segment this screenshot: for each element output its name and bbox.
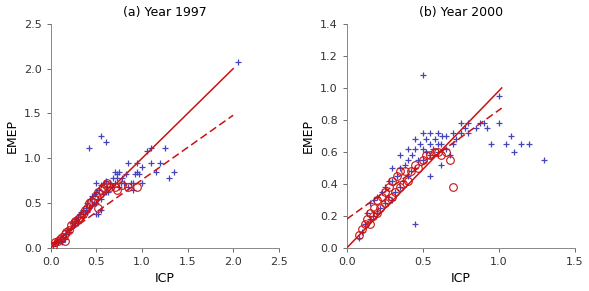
X-axis label: ICP: ICP: [155, 272, 175, 285]
X-axis label: ICP: ICP: [451, 272, 471, 285]
Title: (a) Year 1997: (a) Year 1997: [123, 6, 207, 19]
Y-axis label: EMEP: EMEP: [302, 119, 315, 153]
Title: (b) Year 2000: (b) Year 2000: [419, 6, 503, 19]
Y-axis label: EMEP: EMEP: [5, 119, 19, 153]
